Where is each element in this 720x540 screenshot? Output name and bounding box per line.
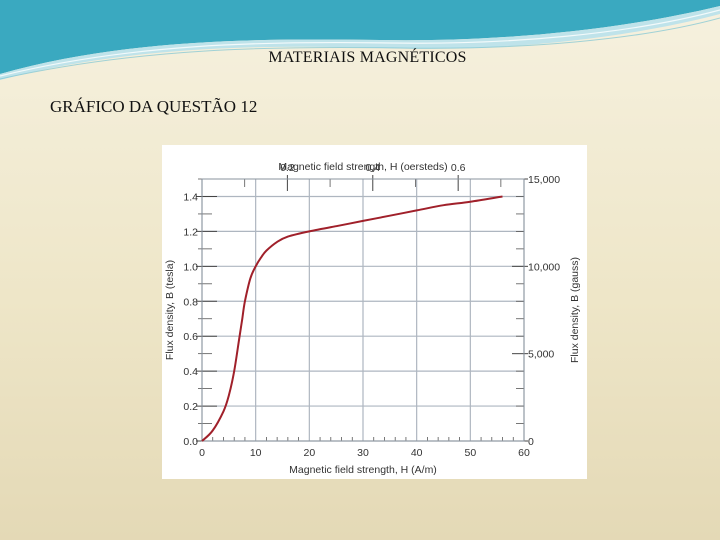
question-label: GRÁFICO DA QUESTÃO 12 [50, 97, 258, 116]
y-tick-label: 1.2 [183, 226, 198, 238]
top-tick-label: 0.2 [280, 162, 295, 174]
x-tick-label: 30 [357, 447, 369, 459]
y-axis-title-left: Flux density, B (tesla) [164, 260, 176, 360]
y-tick-label: 0.6 [183, 331, 198, 343]
x-axis-title-bottom: Magnetic field strength, H (A/m) [289, 464, 437, 476]
x-tick-label: 10 [250, 447, 262, 459]
right-tick-label: 5,000 [528, 349, 554, 361]
y-tick-label: 1.4 [183, 191, 198, 203]
wave-line-1 [0, 9, 720, 77]
wave-dark-band [0, 0, 720, 74]
plot-frame [201, 178, 525, 442]
x-tick-label: 40 [411, 447, 423, 459]
x-tick-label: 60 [518, 447, 530, 459]
y-tick-label: 0.2 [183, 401, 198, 413]
y-tick-label: 1.0 [183, 261, 198, 273]
slide-title: MATERIAIS MAGNÉTICOS [268, 49, 467, 66]
top-tick-label: 0.6 [451, 162, 466, 174]
top-tick-label: 0.4 [365, 162, 380, 174]
x-axis-title-top: Magnetic field strength, H (oersteds) [278, 161, 447, 173]
y-axis-title-right: Flux density, B (gauss) [569, 257, 581, 363]
magnetization-curve [201, 195, 503, 442]
right-tick-label: 0 [528, 436, 534, 448]
magnetization-chart: 0 10 20 30 40 50 60 0.0 0.2 0.4 0.6 0.8 1.0 1.2 1.4 0 5,… [162, 145, 587, 479]
right-tick-label: 15,000 [528, 174, 560, 186]
wave-line-2 [0, 17, 720, 80]
y-tick-label: 0.8 [183, 296, 198, 308]
x-tick-label: 20 [303, 447, 315, 459]
y-tick-label: 0.4 [183, 366, 198, 378]
y-tick-label: 0.0 [183, 436, 198, 448]
x-tick-label: 50 [464, 447, 476, 459]
right-tick-label: 10,000 [528, 261, 560, 273]
chart-svg: 0 10 20 30 40 50 60 0.0 0.2 0.4 0.6 0.8 1.0 1.2 1.4 0 5,… [164, 161, 581, 476]
x-tick-label: 0 [199, 447, 205, 459]
header-wave-decoration [0, 0, 720, 80]
